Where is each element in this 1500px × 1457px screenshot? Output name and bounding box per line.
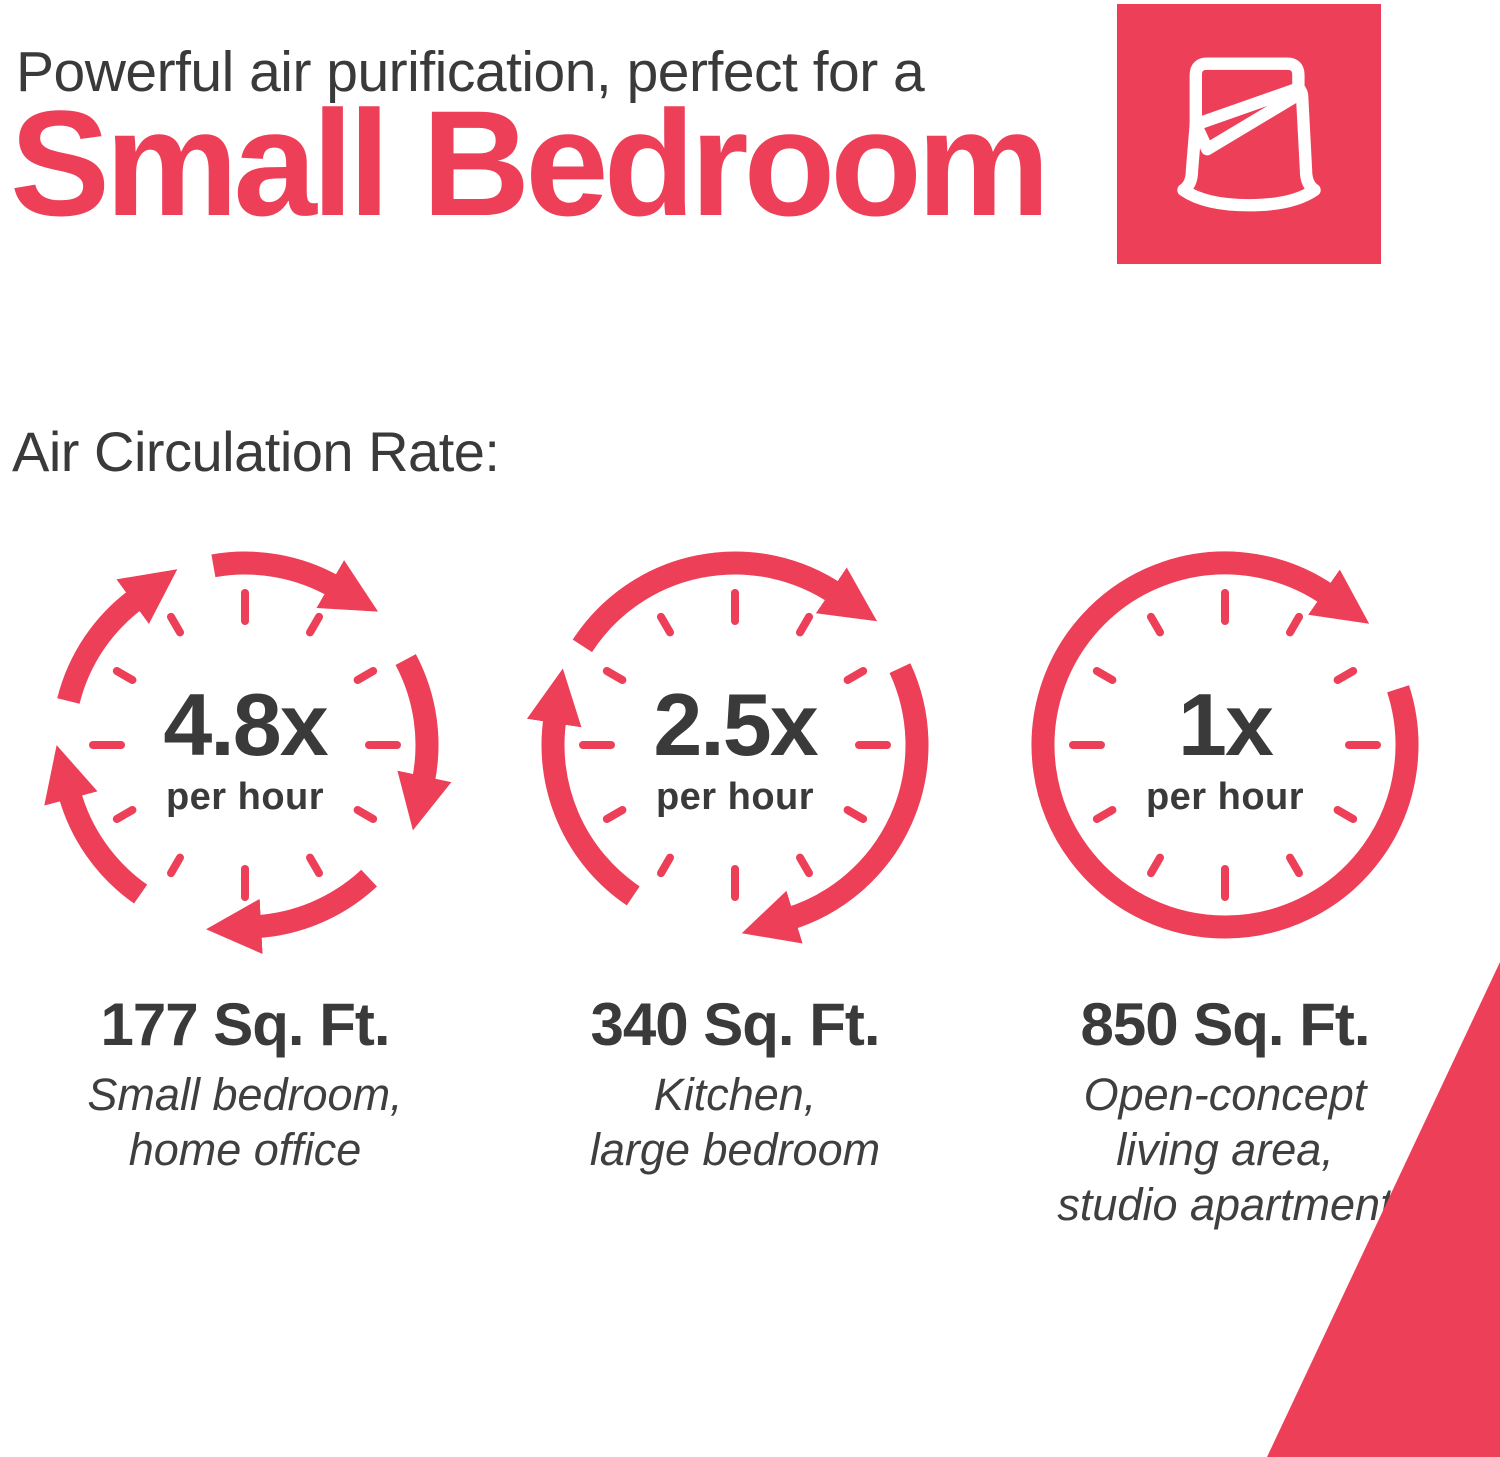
headline-room-title: Small Bedroom — [10, 79, 1050, 247]
headline-intro: Powerful air purification, perfect for a — [16, 40, 925, 104]
coverage-area-value: 340 Sq. Ft. — [590, 991, 880, 1058]
section-label: Air Circulation Rate: — [12, 420, 500, 483]
clock-tick — [796, 853, 813, 878]
clock-tick — [796, 612, 813, 637]
clock-tick — [1092, 806, 1117, 823]
clock-tick — [1147, 612, 1164, 637]
bed-icon-tile — [1117, 4, 1381, 264]
clock-tick — [1333, 806, 1358, 823]
clock-tick — [1286, 612, 1303, 637]
clock-center-label: 2.5x per hour — [515, 525, 955, 965]
circulation-column: 1x per hour 850 Sq. Ft. Open-concept livi… — [980, 525, 1470, 1233]
room-types-line: living area, — [1116, 1123, 1334, 1175]
room-types-line: studio apartment — [1057, 1178, 1393, 1230]
clock-tick — [843, 806, 868, 823]
clock-tick — [306, 853, 323, 878]
circulation-rate-unit: per hour — [1145, 775, 1305, 818]
room-types: Open-concept living area, studio apartment — [980, 1068, 1470, 1233]
room-types-line: large bedroom — [589, 1123, 881, 1175]
clock-tick — [112, 667, 137, 684]
circulation-arrow — [1031, 551, 1419, 939]
clock-tick — [353, 667, 378, 684]
clocks-row: 4.8x per hour 177 Sq. Ft. Small bedroom,… — [0, 525, 1470, 1233]
circulation-clock-icon — [44, 551, 452, 954]
clock-tick — [306, 612, 323, 637]
circulation-arrow — [572, 551, 878, 653]
coverage-area-value: 177 Sq. Ft. — [100, 991, 390, 1058]
clock-figure: 1x per hour — [1005, 525, 1445, 965]
clock-tick — [112, 806, 137, 823]
circulation-column: 4.8x per hour 177 Sq. Ft. Small bedroom,… — [0, 525, 490, 1233]
circulation-rate-value: 4.8x — [163, 675, 328, 775]
circulation-arrow — [211, 551, 379, 612]
room-types-line: Small bedroom, — [87, 1069, 403, 1120]
circulation-rate-unit: per hour — [165, 775, 325, 818]
circulation-arrow — [395, 654, 452, 831]
clock-tick — [1333, 667, 1358, 684]
clock-tick — [1092, 667, 1117, 684]
room-types-line: Kitchen, — [653, 1069, 817, 1120]
clock-figure: 4.8x per hour — [25, 525, 465, 965]
room-types: Kitchen, large bedroom — [490, 1068, 980, 1178]
circulation-rate-unit: per hour — [655, 775, 815, 818]
bed-duvet-icon — [1177, 57, 1321, 212]
clock-tick — [167, 853, 184, 878]
circulation-arrow — [206, 869, 377, 954]
coverage-area-value: 850 Sq. Ft. — [1080, 991, 1370, 1058]
clock-tick — [657, 612, 674, 637]
clock-tick — [1147, 853, 1164, 878]
room-types: Small bedroom, home office — [0, 1068, 490, 1178]
circulation-rate-value: 2.5x — [653, 675, 818, 775]
clock-center-label: 4.8x per hour — [25, 525, 465, 965]
circulation-arrow — [526, 668, 640, 906]
clock-center-label: 1x per hour — [1005, 525, 1445, 965]
circulation-rate-value: 1x — [1178, 675, 1274, 775]
clock-tick — [602, 667, 627, 684]
room-types-line: Open-concept — [1083, 1069, 1367, 1120]
clock-tick — [657, 853, 674, 878]
circulation-clock-icon — [1031, 551, 1419, 939]
clock-tick — [353, 806, 378, 823]
clock-tick — [602, 806, 627, 823]
circulation-arrow — [44, 745, 148, 904]
clock-tick — [843, 667, 868, 684]
circulation-arrow — [57, 569, 178, 704]
circulation-clock-icon — [526, 551, 929, 944]
circulation-column: 2.5x per hour 340 Sq. Ft. Kitchen, large … — [490, 525, 980, 1233]
circulation-arrow — [741, 663, 929, 944]
clock-figure: 2.5x per hour — [515, 525, 955, 965]
room-types-line: home office — [128, 1123, 362, 1175]
clock-tick — [1286, 853, 1303, 878]
